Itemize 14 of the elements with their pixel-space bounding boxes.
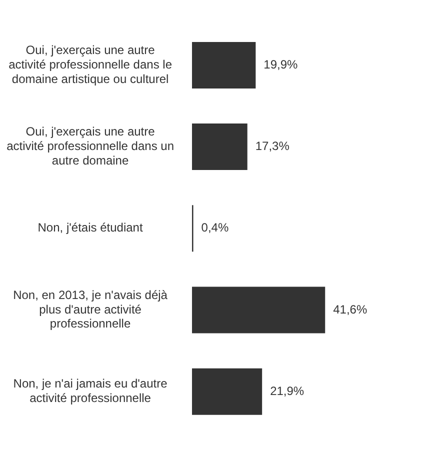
data-label: 0,4% (201, 220, 229, 235)
data-label: 21,9% (270, 384, 304, 398)
bar (192, 368, 262, 415)
y-tick-label: Oui, j'exerçais une autre activité professionnelle dans un autre domaine (6, 124, 174, 168)
bar (192, 124, 248, 170)
y-tick-label: Non, en 2013, je n'avais déjà plus d'autre activité professionnelle (13, 288, 168, 331)
y-tick-label: Non, j'étais étudiant (38, 220, 144, 235)
y-tick-label: Non, je n'ai jamais eu d'autre activité professionnelle (13, 376, 168, 406)
bar (192, 42, 256, 88)
y-tick-label: Oui, j'exerçais une autre activité professionnelle dans le domaine artistique ou culturel (8, 43, 172, 86)
bar (192, 286, 326, 334)
data-label: 17,3% (255, 139, 290, 154)
data-label: 19,9% (264, 58, 298, 72)
data-label: 41,6% (333, 302, 368, 316)
